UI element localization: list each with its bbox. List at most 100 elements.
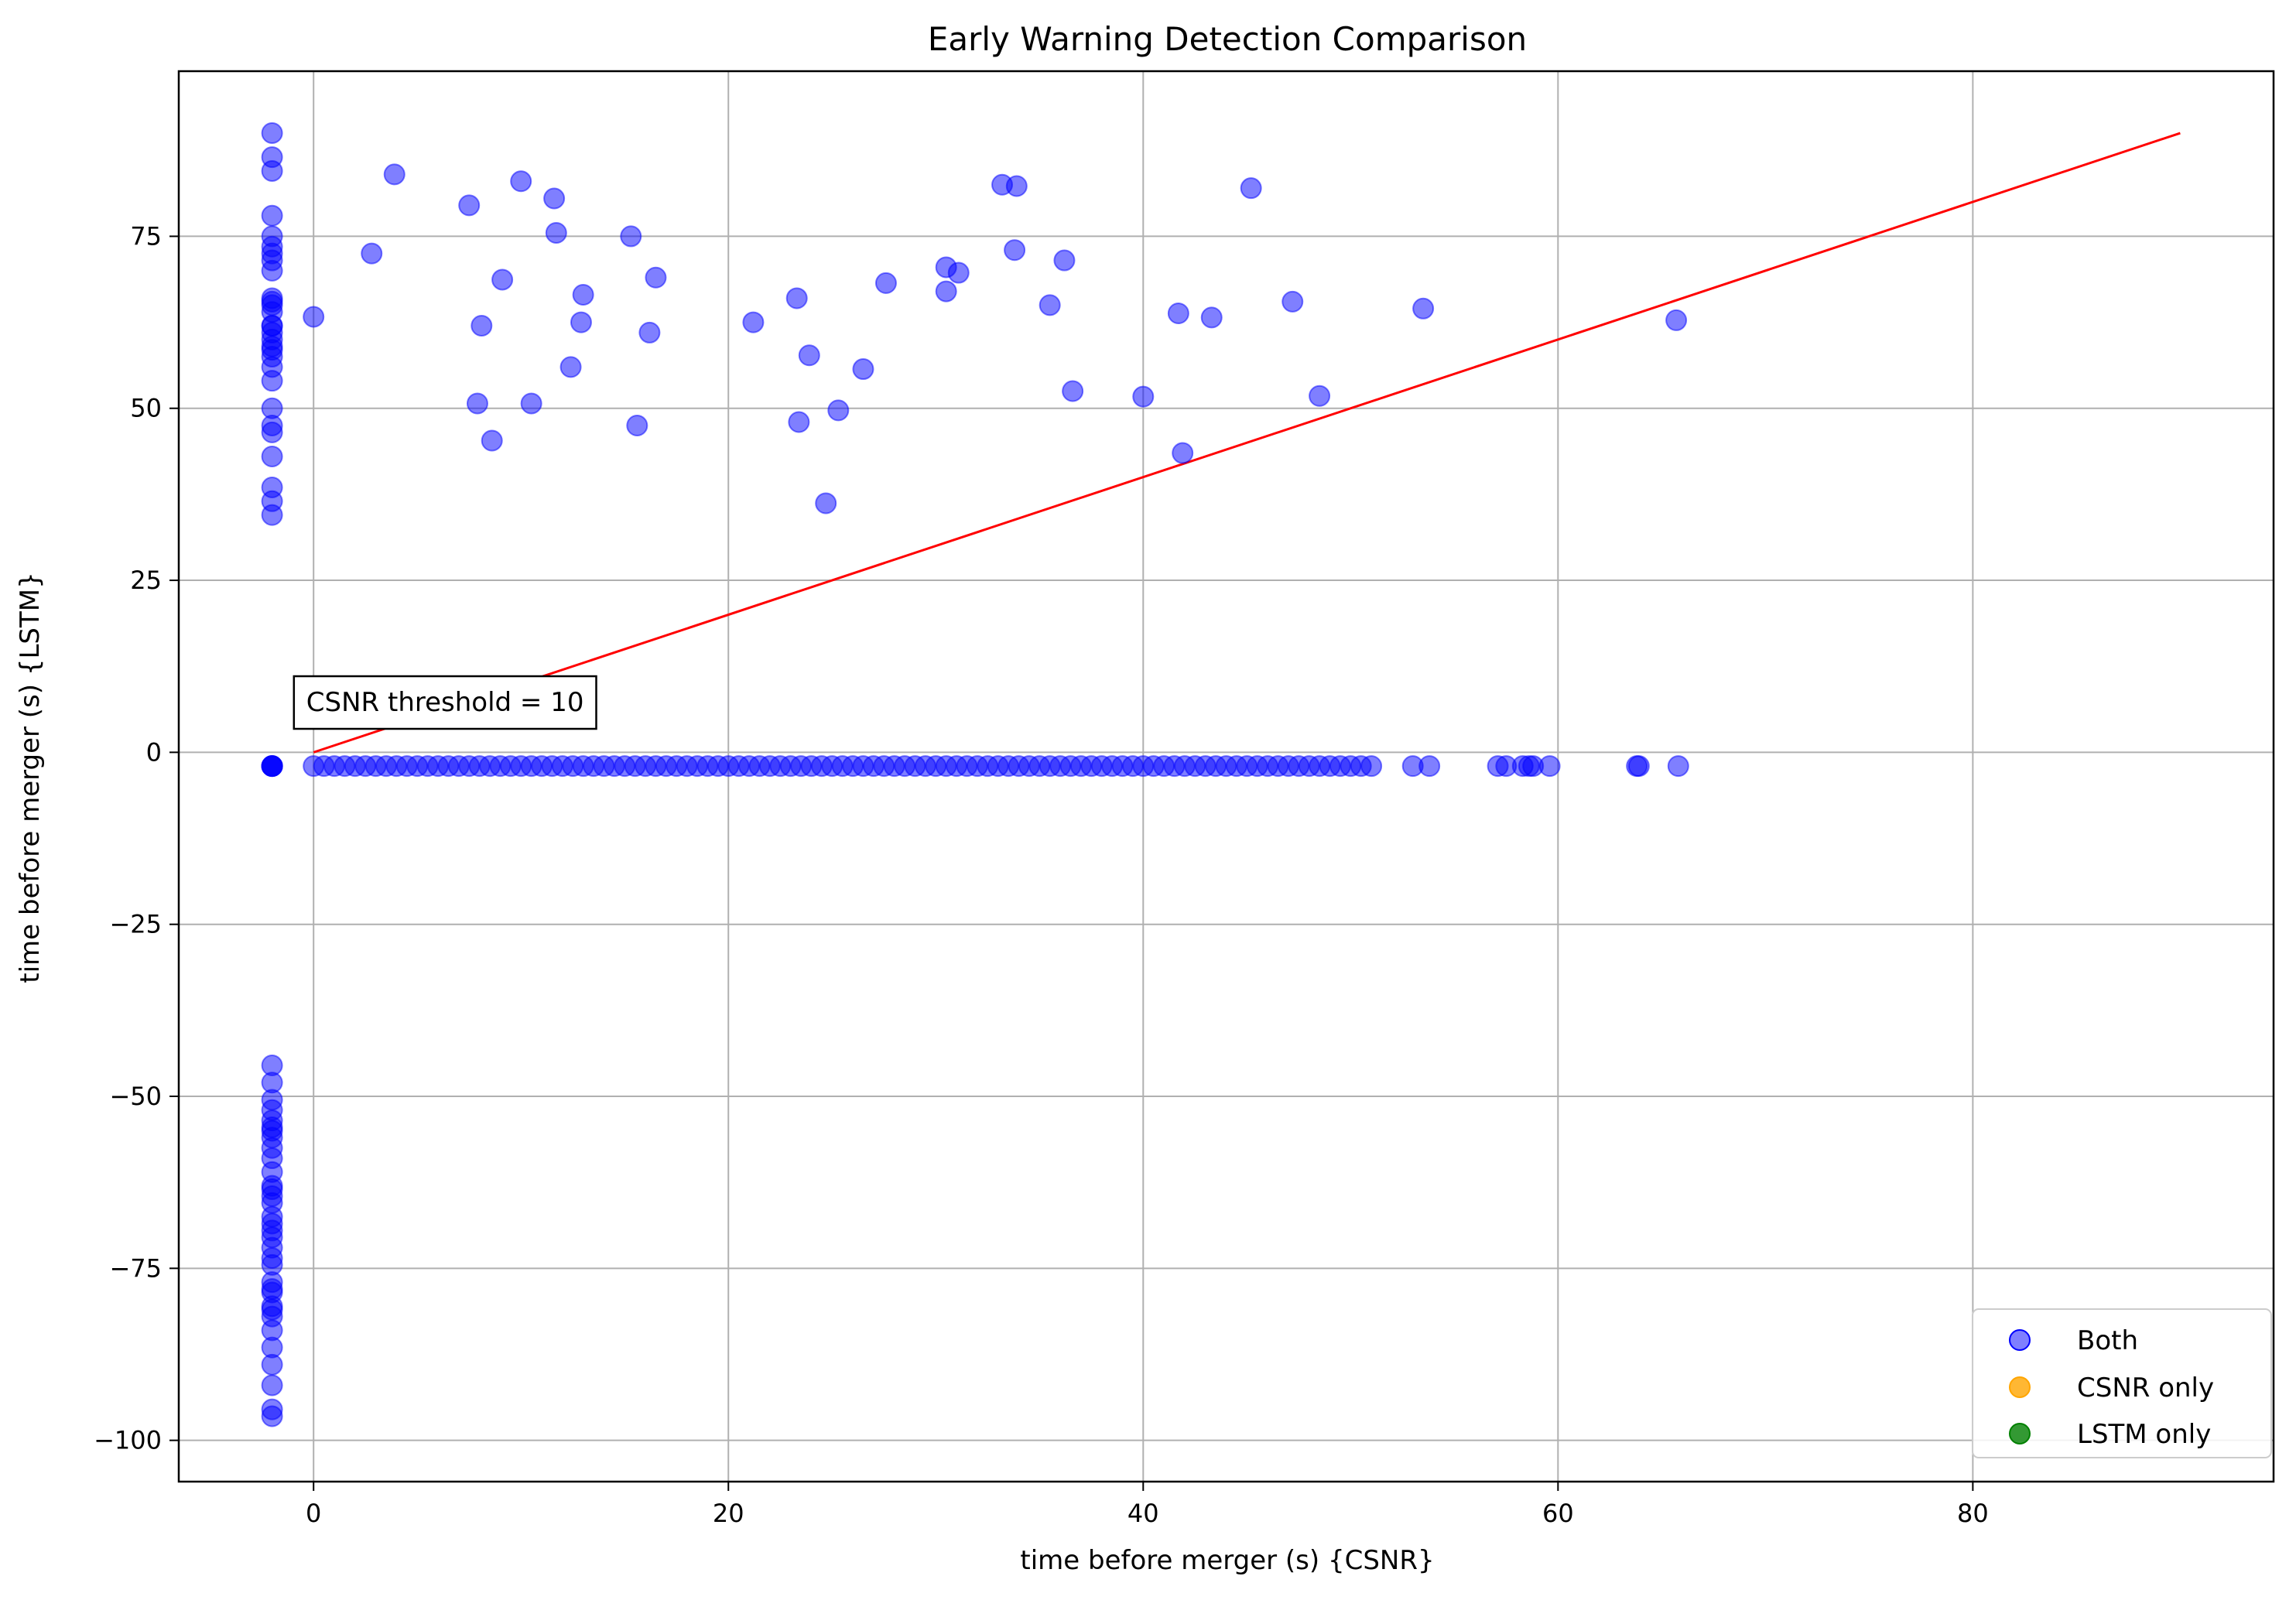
data-point (1062, 380, 1084, 402)
y-tick-label: −25 (109, 910, 162, 939)
y-tick-label: 25 (130, 566, 162, 595)
annotation-text: CSNR threshold = 10 (306, 687, 584, 718)
data-point (491, 268, 514, 291)
data-point (261, 445, 283, 467)
data-point (1360, 755, 1383, 778)
data-point (261, 421, 283, 443)
data-point (874, 272, 897, 294)
data-point (261, 755, 283, 778)
data-point (1172, 442, 1194, 464)
data-point (742, 311, 765, 333)
data-point (620, 225, 642, 248)
data-point (383, 163, 405, 186)
data-point (520, 392, 542, 415)
x-tick-label: 20 (713, 1499, 744, 1528)
data-point (261, 204, 283, 227)
data-point (1412, 297, 1435, 320)
data-point (1039, 294, 1061, 316)
y-axis-ticks: −100 −75 −50 −25 0 25 50 75 (94, 221, 179, 1455)
data-point (1004, 239, 1026, 262)
data-point (572, 284, 594, 306)
x-tick-label: 40 (1127, 1499, 1159, 1528)
data-point (1309, 385, 1331, 407)
data-point (1665, 309, 1688, 331)
data-point (261, 122, 283, 145)
x-tick-label: 0 (306, 1499, 321, 1528)
data-point (638, 321, 661, 344)
data-points (261, 122, 1689, 1427)
data-point (798, 344, 820, 367)
data-point (261, 259, 283, 282)
data-point (559, 356, 582, 378)
legend-marker-csnr-only (2009, 1376, 2031, 1398)
data-point (1053, 249, 1076, 272)
y-tick-label: 75 (130, 221, 162, 251)
reference-line-group (313, 132, 2181, 754)
data-point (1132, 385, 1155, 408)
reference-line (313, 132, 2181, 754)
legend: Both CSNR only LSTM only (1972, 1308, 2272, 1458)
y-tick-label: 0 (146, 737, 162, 767)
plot-area-frame (177, 70, 2275, 1483)
data-point (261, 159, 283, 182)
data-point (261, 1405, 283, 1427)
data-point (261, 370, 283, 392)
legend-label-csnr-only: CSNR only (2077, 1373, 2214, 1403)
x-tick-label: 80 (1957, 1499, 1989, 1528)
data-point (545, 221, 567, 244)
data-point (1200, 306, 1223, 329)
data-point (570, 311, 592, 333)
data-point (261, 1178, 283, 1201)
data-point (261, 504, 283, 526)
data-point (261, 1120, 283, 1142)
x-axis-label: time before merger (s) {CSNR} (1020, 1545, 1434, 1576)
y-tick-label: −100 (94, 1426, 162, 1455)
y-tick-label: −50 (109, 1082, 162, 1111)
data-point (361, 242, 383, 265)
data-point (788, 411, 810, 433)
annotation-group: CSNR threshold = 10 (293, 675, 597, 730)
data-point (261, 1219, 283, 1242)
data-point (261, 1072, 283, 1094)
data-point (261, 1374, 283, 1397)
chart-title: Early Warning Detection Comparison (928, 20, 1527, 58)
data-point (645, 266, 667, 289)
data-point (261, 290, 283, 313)
data-point (1418, 755, 1441, 778)
data-point (261, 315, 283, 337)
data-point (543, 187, 566, 210)
data-point (261, 1353, 283, 1376)
data-point (303, 306, 325, 328)
legend-box (1972, 1308, 2272, 1458)
x-axis-ticks: 0 20 40 60 80 (306, 1482, 1989, 1528)
data-point (626, 414, 648, 436)
annotation-box (293, 675, 597, 730)
data-point (1667, 755, 1689, 778)
data-point (1240, 177, 1262, 200)
y-axis-label: time before merger (s) {LSTM} (15, 572, 46, 983)
data-point (1167, 303, 1189, 325)
data-point (852, 358, 874, 381)
legend-marker-lstm-only (2009, 1423, 2031, 1444)
data-point (1005, 175, 1028, 197)
data-point (458, 194, 481, 217)
legend-label-lstm-only: LSTM only (2077, 1419, 2211, 1450)
data-point (1538, 755, 1561, 778)
data-point (935, 256, 957, 279)
data-point (481, 429, 503, 452)
x-tick-label: 60 (1542, 1499, 1574, 1528)
data-point (510, 170, 532, 193)
y-tick-label: −75 (109, 1253, 162, 1283)
data-point (815, 492, 837, 515)
data-point (1627, 755, 1650, 778)
data-point (470, 315, 493, 337)
data-point (935, 280, 957, 303)
legend-marker-both (2009, 1329, 2031, 1351)
legend-label-both: Both (2077, 1325, 2138, 1356)
data-point (466, 392, 488, 415)
data-point (1281, 290, 1304, 313)
y-tick-label: 50 (130, 394, 162, 423)
data-point (827, 399, 850, 422)
